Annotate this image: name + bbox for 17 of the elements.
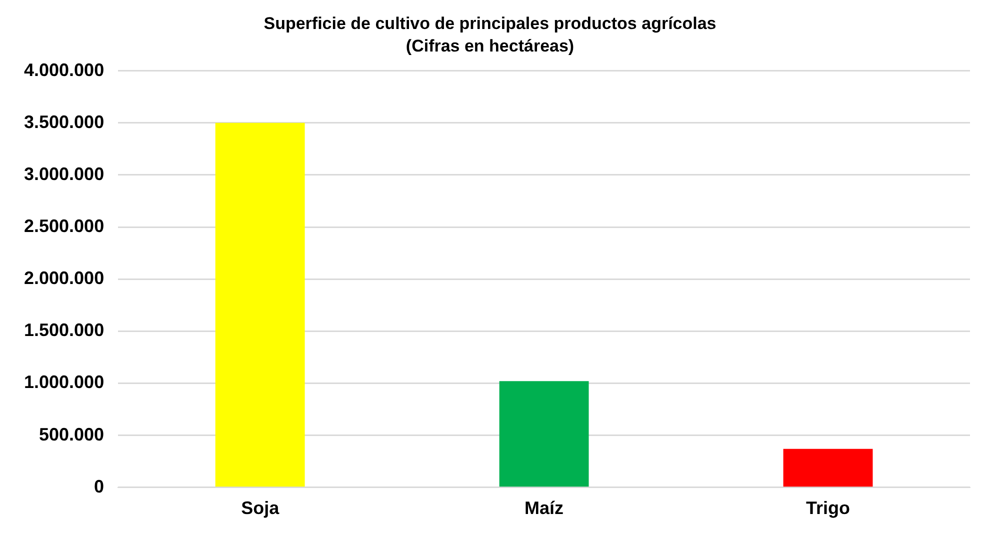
y-tick-label: 3.000.000 — [24, 164, 104, 184]
bar — [783, 448, 873, 487]
bar — [215, 122, 305, 487]
y-tick-label: 500.000 — [39, 424, 104, 444]
x-tick-label: Soja — [241, 498, 280, 518]
chart-subtitle: (Cifras en hectáreas) — [406, 36, 574, 56]
y-tick-label: 4.000.000 — [24, 60, 104, 80]
y-tick-label: 2.000.000 — [24, 268, 104, 288]
chart-title: Superficie de cultivo de principales productos agrícolas — [264, 14, 716, 33]
y-tick-label: 3.500.000 — [24, 112, 104, 132]
x-tick-label: Trigo — [806, 498, 850, 518]
y-tick-label: 0 — [94, 476, 104, 496]
bar — [499, 381, 589, 487]
x-tick-label: Maíz — [524, 498, 564, 518]
y-tick-label: 1.500.000 — [24, 320, 104, 340]
y-tick-label: 1.000.000 — [24, 372, 104, 392]
y-tick-label: 2.500.000 — [24, 216, 104, 236]
